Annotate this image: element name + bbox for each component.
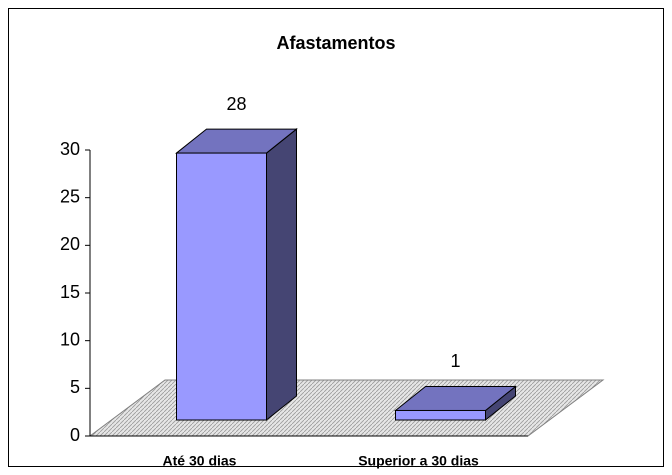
y-tick-label: 0 (70, 425, 80, 445)
bar-side (266, 128, 297, 422)
x-tick-label: Superior a 30 dias (358, 453, 479, 469)
y-tick-label: 30 (60, 139, 80, 159)
bar (176, 152, 267, 421)
floor (88, 379, 605, 437)
y-tick-label: 10 (60, 329, 80, 349)
chart-title: Afastamentos (276, 33, 395, 53)
y-tick-label: 25 (60, 186, 80, 206)
data-label: 1 (450, 351, 460, 371)
y-tick-label: 15 (60, 282, 80, 302)
x-tick-label: Até 30 dias (163, 453, 237, 469)
y-tick-label: 5 (70, 377, 80, 397)
data-label: 28 (226, 94, 246, 114)
y-tick-label: 20 (60, 234, 80, 254)
bar (395, 409, 486, 421)
